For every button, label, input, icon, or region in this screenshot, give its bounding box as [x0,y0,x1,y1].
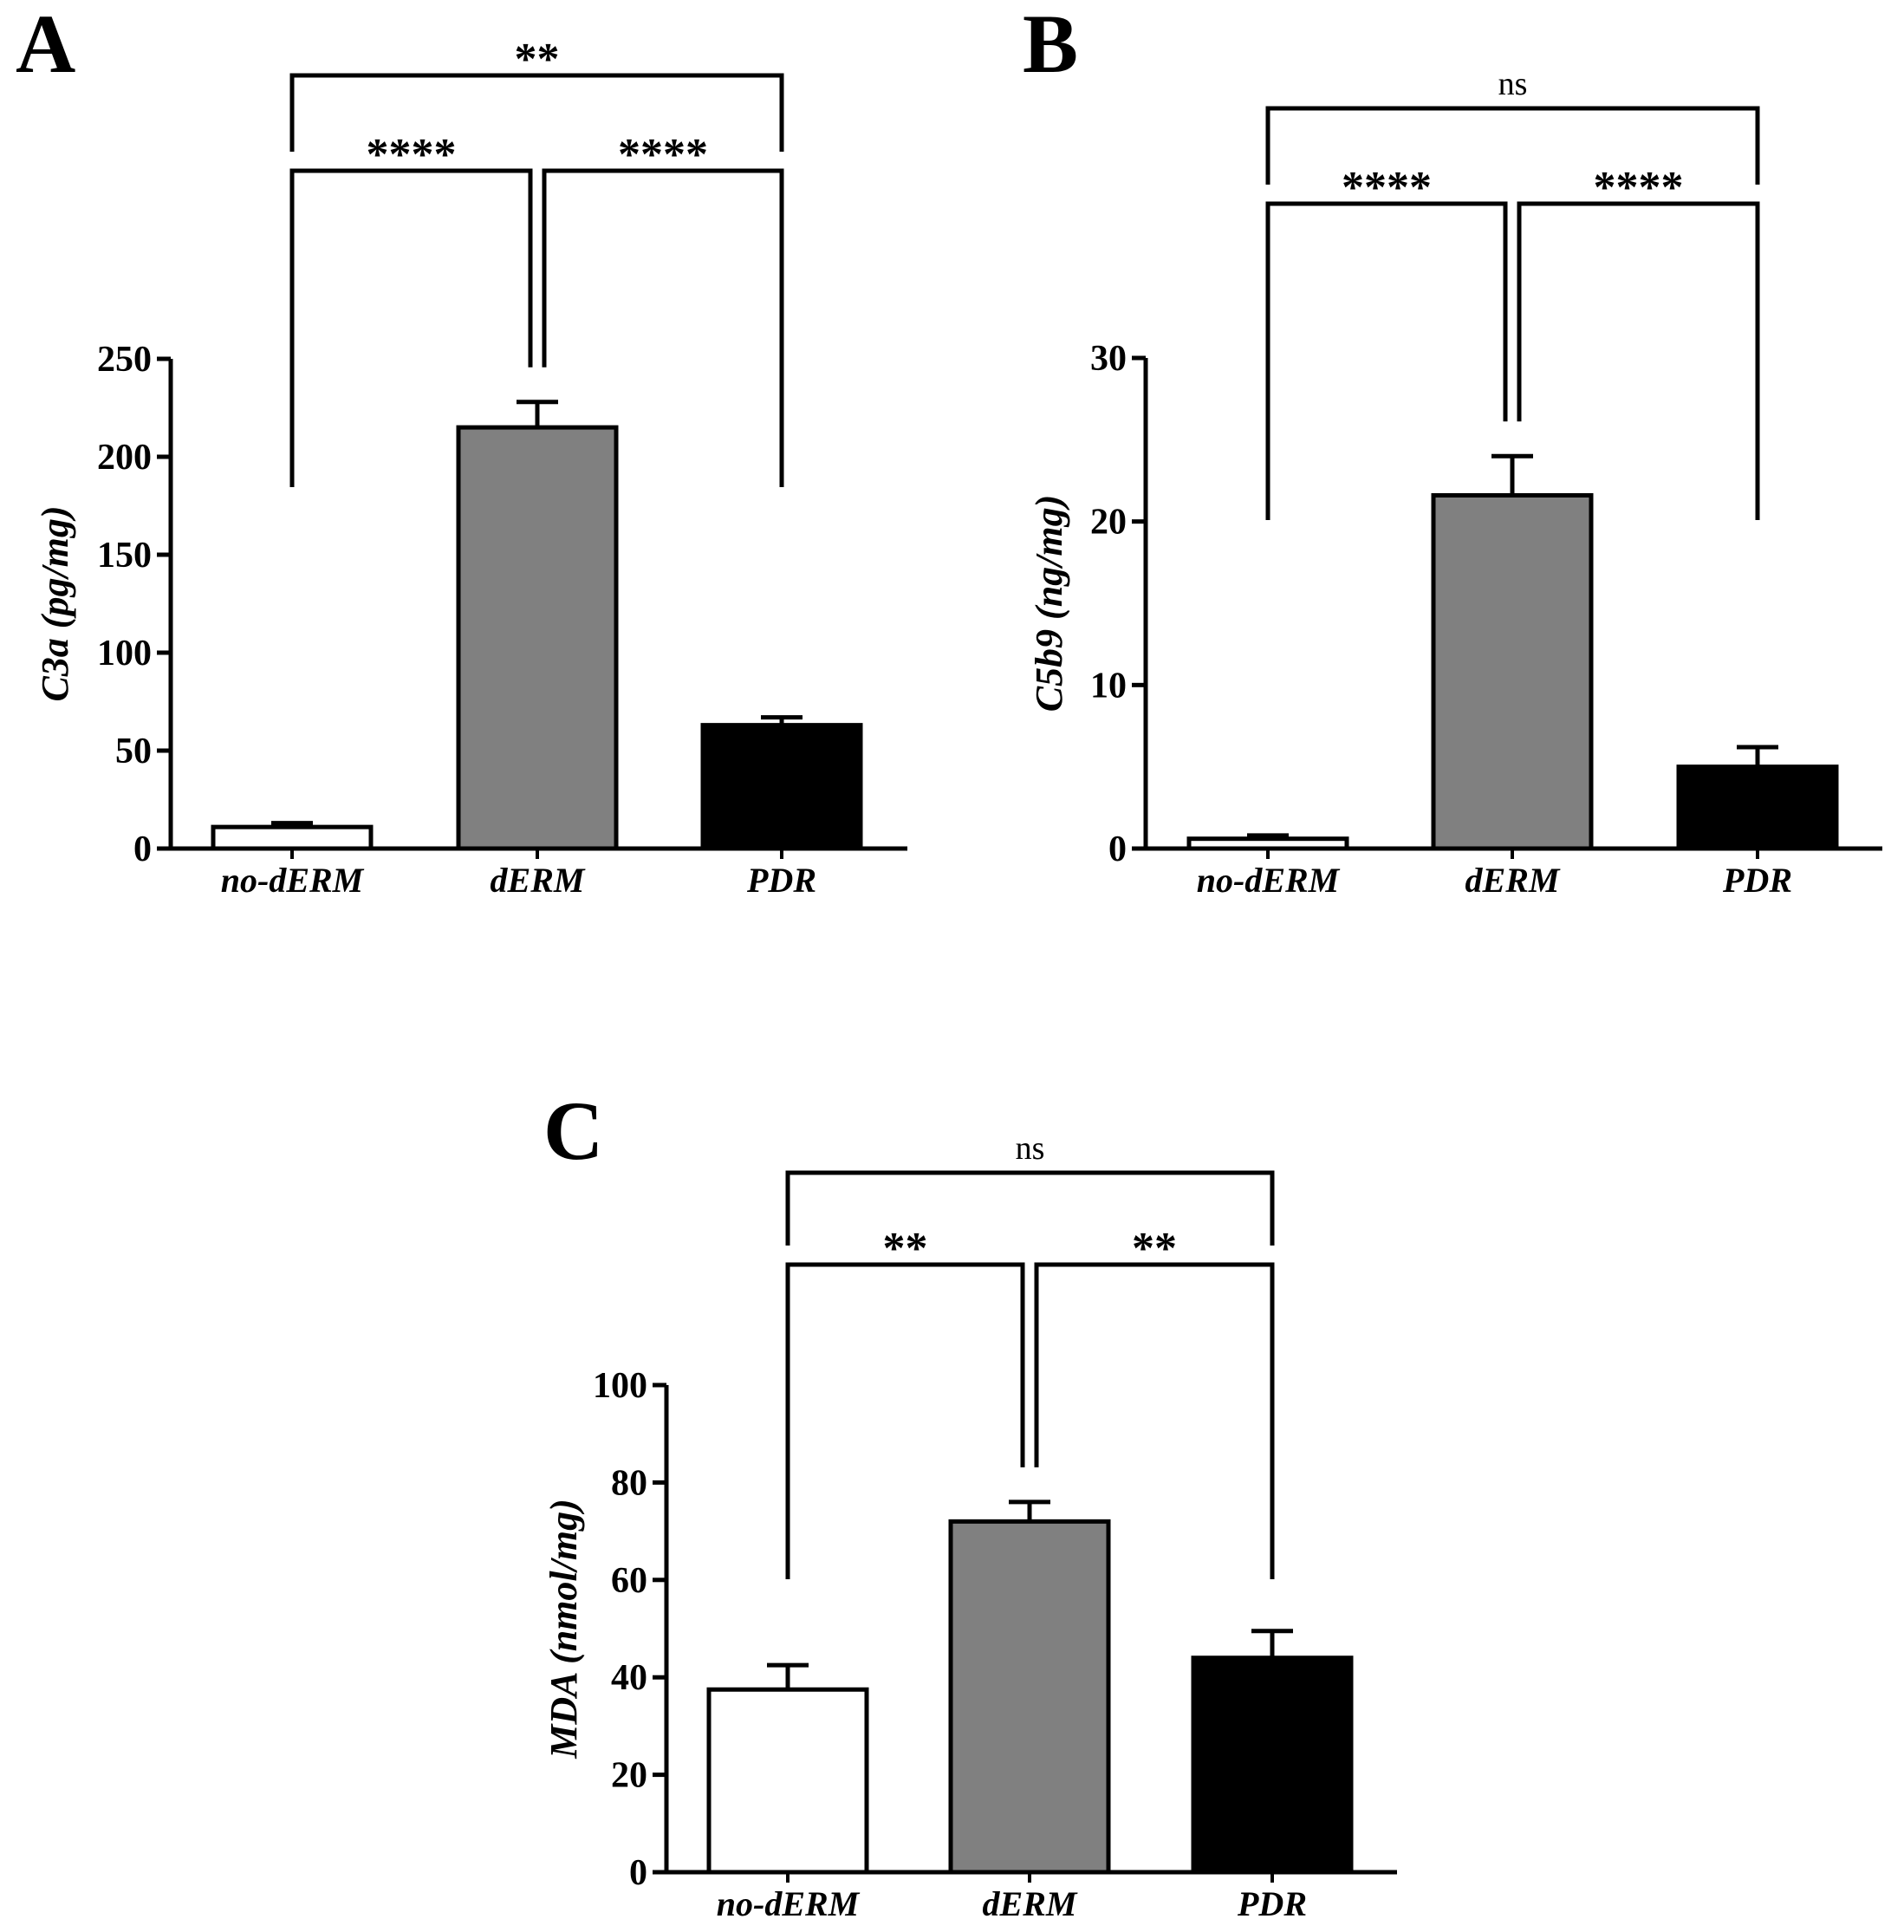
bar-derm [948,1519,1111,1875]
significance-label: ** [1132,1224,1177,1273]
y-tick-label: 200 [97,438,152,478]
y-tick-label: 80 [611,1463,647,1503]
y-axis-title: MDA (nmol/mg) [543,1499,585,1760]
significance-label: **** [1342,163,1432,212]
significance-label: **** [618,130,708,179]
bar-derm [1431,492,1594,851]
y-axis-title: C3a (pg/mg) [34,505,76,701]
y-tick-label: 100 [593,1366,647,1406]
significance-label: ns [1016,1130,1045,1167]
y-tick-label: 100 [97,634,152,673]
y-tick-label: 0 [1108,829,1127,869]
significance-label: ** [515,35,560,84]
x-tick-label: dERM [491,861,586,900]
significance-label: **** [367,130,457,179]
panel-letter: A [16,0,75,90]
bar-derm [456,425,619,851]
significance-bracket [542,168,784,487]
significance-bracket [785,1262,1025,1579]
bar-no-derm [211,824,374,851]
x-tick-label: PDR [1237,1884,1307,1923]
bar-pdr [1676,764,1839,851]
y-tick-label: 0 [133,829,152,869]
x-tick-label: no-dERM [221,861,365,900]
significance-bracket [289,168,533,487]
y-tick-label: 150 [97,536,152,576]
chart-panel-a: Ano-dERM dERM PDR 0 50 100 150 200 250 C3a (pg/mg… [16,0,907,900]
x-tick-label: no-dERM [717,1884,861,1923]
significance-bracket [289,73,784,152]
y-axis-title: C5b9 (ng/mg) [1028,495,1070,712]
panel-letter: C [543,1084,603,1177]
significance-bracket [1517,201,1760,520]
y-tick-label: 250 [97,340,152,380]
bar-pdr [700,723,863,851]
y-tick-label: 20 [611,1756,647,1796]
significance-label: ns [1498,66,1528,102]
y-tick-label: 30 [1090,339,1127,379]
x-tick-label: dERM [1465,861,1561,900]
x-tick-label: no-dERM [1197,861,1341,900]
significance-label: ** [883,1224,928,1273]
y-tick-label: 10 [1090,666,1127,706]
significance-bracket [785,1170,1275,1246]
significance-bracket [1034,1262,1275,1579]
y-tick-label: 0 [629,1853,647,1893]
y-tick-label: 40 [611,1658,647,1698]
bar-pdr [1191,1656,1354,1875]
y-tick-label: 50 [115,732,152,771]
significance-bracket [1265,106,1760,185]
chart-panel-c: Cno-dERM dERM PDR 0 20 40 60 80 100 MDA (nmol/mg)… [543,1084,1397,1923]
x-tick-label: PDR [746,861,816,900]
significance-bracket [1265,201,1508,520]
y-tick-label: 20 [1090,503,1127,543]
significance-label: **** [1594,163,1684,212]
bar-no-derm [706,1687,869,1875]
y-tick-label: 60 [611,1561,647,1601]
chart-panel-b: Bno-dERM dERM PDR 0 10 20 30 C5b9 (ng/mg) **** **… [1023,0,1882,900]
panel-letter: B [1023,0,1078,90]
x-tick-label: PDR [1722,861,1792,900]
x-tick-label: dERM [983,1884,1078,1923]
